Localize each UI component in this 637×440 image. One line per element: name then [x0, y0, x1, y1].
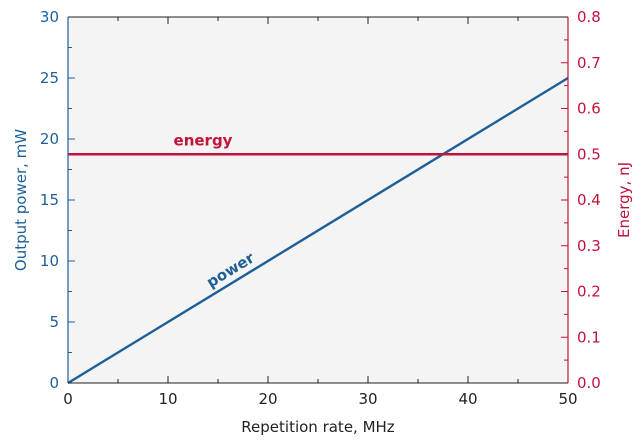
y-tick-label: 20 [40, 130, 59, 148]
y-tick-label: 30 [40, 8, 59, 26]
x-tick-label: 30 [358, 390, 377, 408]
y-tick-label: 0 [49, 374, 59, 392]
y2-tick-label: 0.7 [577, 54, 601, 72]
right-y-axis-title: Energy, nJ [615, 162, 633, 238]
series-label-energy: energy [174, 131, 233, 149]
y2-tick-label: 0.6 [577, 100, 601, 118]
series-line-power [67, 76, 569, 385]
y-tick-label: 10 [40, 252, 59, 270]
x-axis: 0 10 20 30 40 50 [63, 17, 578, 408]
y2-tick-label: 0.8 [577, 8, 601, 26]
x-tick-label: 0 [63, 390, 73, 408]
left-y-axis-title: Output power, mW [12, 129, 30, 271]
series-layer [67, 76, 569, 385]
y2-tick-label: 0.2 [577, 283, 601, 301]
y2-tick-label: 0.3 [577, 237, 601, 255]
y2-tick-label: 0.1 [577, 328, 601, 346]
x-tick-label: 40 [458, 390, 477, 408]
y2-tick-label: 0.4 [577, 191, 601, 209]
x-tick-label: 10 [158, 390, 177, 408]
plot-area [68, 17, 568, 383]
x-tick-label: 50 [558, 390, 577, 408]
left-y-axis: 0 5 10 15 20 25 30 [40, 8, 75, 392]
y2-tick-label: 0.0 [577, 374, 601, 392]
y-tick-label: 25 [40, 69, 59, 87]
x-axis-title: Repetition rate, MHz [241, 418, 395, 436]
plot-frame [67, 16, 569, 384]
x-tick-label: 20 [258, 390, 277, 408]
y2-tick-label: 0.5 [577, 145, 601, 163]
y-tick-label: 15 [40, 191, 59, 209]
y-tick-label: 5 [49, 313, 59, 331]
